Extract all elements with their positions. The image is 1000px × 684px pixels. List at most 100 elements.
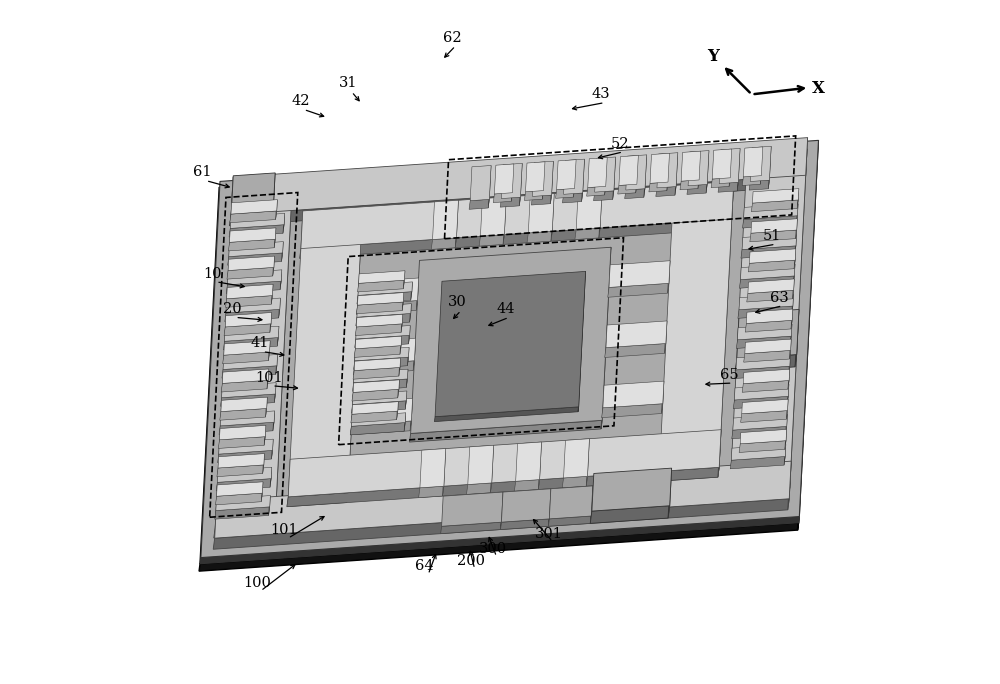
Polygon shape: [749, 249, 796, 263]
Polygon shape: [230, 211, 277, 223]
Polygon shape: [562, 193, 583, 203]
Polygon shape: [219, 422, 274, 434]
Polygon shape: [681, 151, 701, 181]
Polygon shape: [798, 146, 818, 530]
Polygon shape: [745, 320, 792, 332]
Polygon shape: [588, 157, 607, 187]
Polygon shape: [225, 309, 280, 321]
Polygon shape: [741, 246, 796, 258]
Polygon shape: [352, 379, 407, 391]
Polygon shape: [538, 442, 542, 490]
Polygon shape: [400, 337, 402, 354]
Polygon shape: [729, 149, 732, 187]
Polygon shape: [730, 181, 734, 229]
Polygon shape: [649, 182, 668, 192]
Polygon shape: [752, 189, 799, 203]
Polygon shape: [272, 173, 275, 223]
Polygon shape: [222, 383, 276, 397]
Polygon shape: [788, 461, 791, 510]
Polygon shape: [602, 404, 663, 418]
Polygon shape: [221, 380, 268, 392]
Polygon shape: [599, 190, 602, 238]
Polygon shape: [785, 430, 787, 449]
Polygon shape: [732, 426, 787, 438]
Polygon shape: [356, 313, 411, 326]
Polygon shape: [468, 445, 494, 484]
Polygon shape: [279, 298, 280, 318]
Polygon shape: [586, 438, 589, 486]
Polygon shape: [564, 438, 589, 478]
Polygon shape: [718, 183, 738, 192]
Text: 52: 52: [610, 137, 629, 150]
Polygon shape: [587, 186, 606, 196]
Polygon shape: [751, 200, 798, 211]
Polygon shape: [551, 194, 554, 241]
Polygon shape: [218, 436, 265, 449]
Polygon shape: [532, 161, 553, 196]
Polygon shape: [548, 516, 591, 526]
Polygon shape: [287, 492, 348, 507]
Polygon shape: [351, 401, 406, 413]
Polygon shape: [564, 159, 584, 194]
Polygon shape: [353, 380, 399, 393]
Polygon shape: [501, 163, 522, 198]
Polygon shape: [760, 147, 763, 184]
Text: 301: 301: [535, 527, 563, 540]
Polygon shape: [201, 140, 818, 557]
Polygon shape: [501, 489, 551, 522]
Polygon shape: [733, 415, 787, 430]
Text: 101: 101: [255, 371, 283, 384]
Polygon shape: [503, 197, 506, 244]
Polygon shape: [526, 162, 545, 192]
Polygon shape: [590, 505, 670, 523]
Polygon shape: [748, 279, 794, 293]
Text: 20: 20: [223, 302, 241, 316]
Polygon shape: [742, 176, 761, 185]
Polygon shape: [228, 239, 275, 251]
Polygon shape: [227, 267, 274, 279]
Polygon shape: [795, 234, 797, 254]
Polygon shape: [399, 358, 400, 376]
Polygon shape: [626, 155, 647, 190]
Polygon shape: [220, 394, 275, 406]
Polygon shape: [516, 442, 542, 482]
Polygon shape: [226, 298, 280, 313]
Polygon shape: [524, 191, 543, 200]
Polygon shape: [221, 397, 267, 412]
Polygon shape: [575, 228, 600, 239]
Polygon shape: [411, 247, 611, 434]
Polygon shape: [199, 523, 799, 571]
Polygon shape: [213, 499, 789, 549]
Polygon shape: [712, 149, 732, 179]
Polygon shape: [355, 347, 409, 361]
Polygon shape: [217, 467, 272, 482]
Polygon shape: [735, 366, 790, 378]
Polygon shape: [222, 366, 277, 378]
Polygon shape: [790, 324, 792, 345]
Polygon shape: [706, 150, 709, 193]
Polygon shape: [768, 146, 771, 189]
Polygon shape: [711, 178, 730, 187]
Polygon shape: [735, 354, 797, 371]
Polygon shape: [500, 197, 520, 207]
Polygon shape: [271, 439, 273, 459]
Polygon shape: [793, 279, 794, 299]
Polygon shape: [718, 430, 721, 477]
Polygon shape: [661, 381, 664, 414]
Polygon shape: [359, 271, 405, 283]
Polygon shape: [353, 367, 400, 379]
Polygon shape: [743, 147, 763, 177]
Polygon shape: [469, 199, 489, 209]
Polygon shape: [397, 402, 398, 420]
Polygon shape: [514, 479, 540, 491]
Polygon shape: [282, 241, 283, 261]
Polygon shape: [301, 181, 734, 248]
Polygon shape: [562, 476, 587, 488]
Polygon shape: [409, 326, 410, 344]
Polygon shape: [531, 195, 552, 205]
Polygon shape: [739, 440, 786, 452]
Polygon shape: [573, 159, 576, 197]
Polygon shape: [287, 467, 719, 507]
Text: 30: 30: [448, 295, 467, 309]
Text: 42: 42: [291, 94, 310, 108]
